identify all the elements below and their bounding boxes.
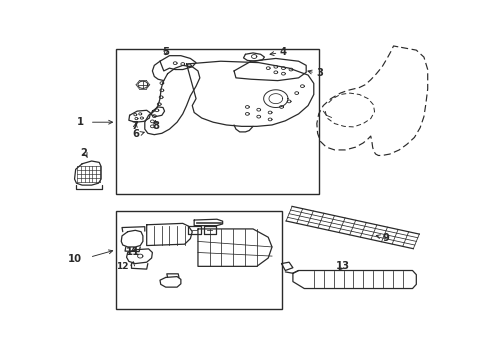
Text: 12: 12 — [116, 262, 129, 271]
Text: 11: 11 — [126, 247, 141, 257]
Text: 1: 1 — [77, 117, 84, 127]
Bar — [116, 211, 281, 309]
Text: 2: 2 — [80, 148, 88, 158]
Bar — [116, 49, 319, 194]
Text: 6: 6 — [132, 129, 139, 139]
Text: 4: 4 — [280, 47, 287, 57]
Text: 7: 7 — [132, 121, 139, 131]
Text: 3: 3 — [317, 68, 323, 78]
Text: 8: 8 — [152, 121, 159, 131]
Text: 10: 10 — [68, 255, 82, 264]
Text: 13: 13 — [336, 261, 350, 270]
Text: 5: 5 — [162, 47, 169, 57]
Text: 9: 9 — [382, 233, 389, 243]
